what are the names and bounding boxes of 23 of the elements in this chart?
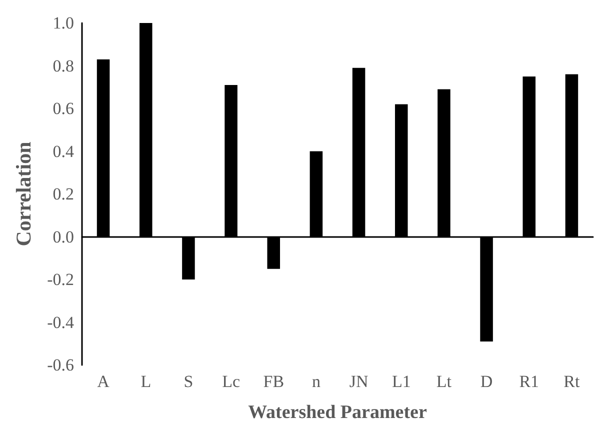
- y-tick-label: 0.8: [52, 56, 74, 76]
- x-tick-label: S: [184, 372, 194, 391]
- y-tick-label: 0.4: [52, 142, 74, 161]
- y-tick-label: 0.6: [52, 99, 74, 118]
- x-tick-label: JN: [349, 372, 368, 391]
- x-tick-label: Rt: [564, 372, 580, 391]
- x-tick-label: Lt: [436, 372, 452, 391]
- x-axis-title: Watershed Parameter: [248, 402, 428, 423]
- y-tick-label: -0.4: [47, 312, 74, 332]
- y-tick-label: 1.0: [52, 14, 74, 32]
- x-tick-label: L: [140, 372, 152, 391]
- y-tick-label: 0.0: [52, 227, 74, 246]
- y-tick-label: -0.6: [47, 356, 74, 374]
- x-tick-label: D: [480, 372, 493, 391]
- x-tick-label: n: [312, 372, 321, 391]
- x-tick-label: A: [97, 372, 110, 391]
- x-tick-label: Lc: [222, 372, 240, 391]
- x-tick-label: FB: [263, 372, 284, 391]
- x-tick-label: R1: [519, 372, 540, 391]
- y-axis-title: Correlation: [12, 141, 36, 246]
- x-tick-label: L1: [392, 372, 411, 391]
- y-tick-label: 0.2: [52, 184, 74, 204]
- y-tick-label: -0.2: [47, 270, 74, 289]
